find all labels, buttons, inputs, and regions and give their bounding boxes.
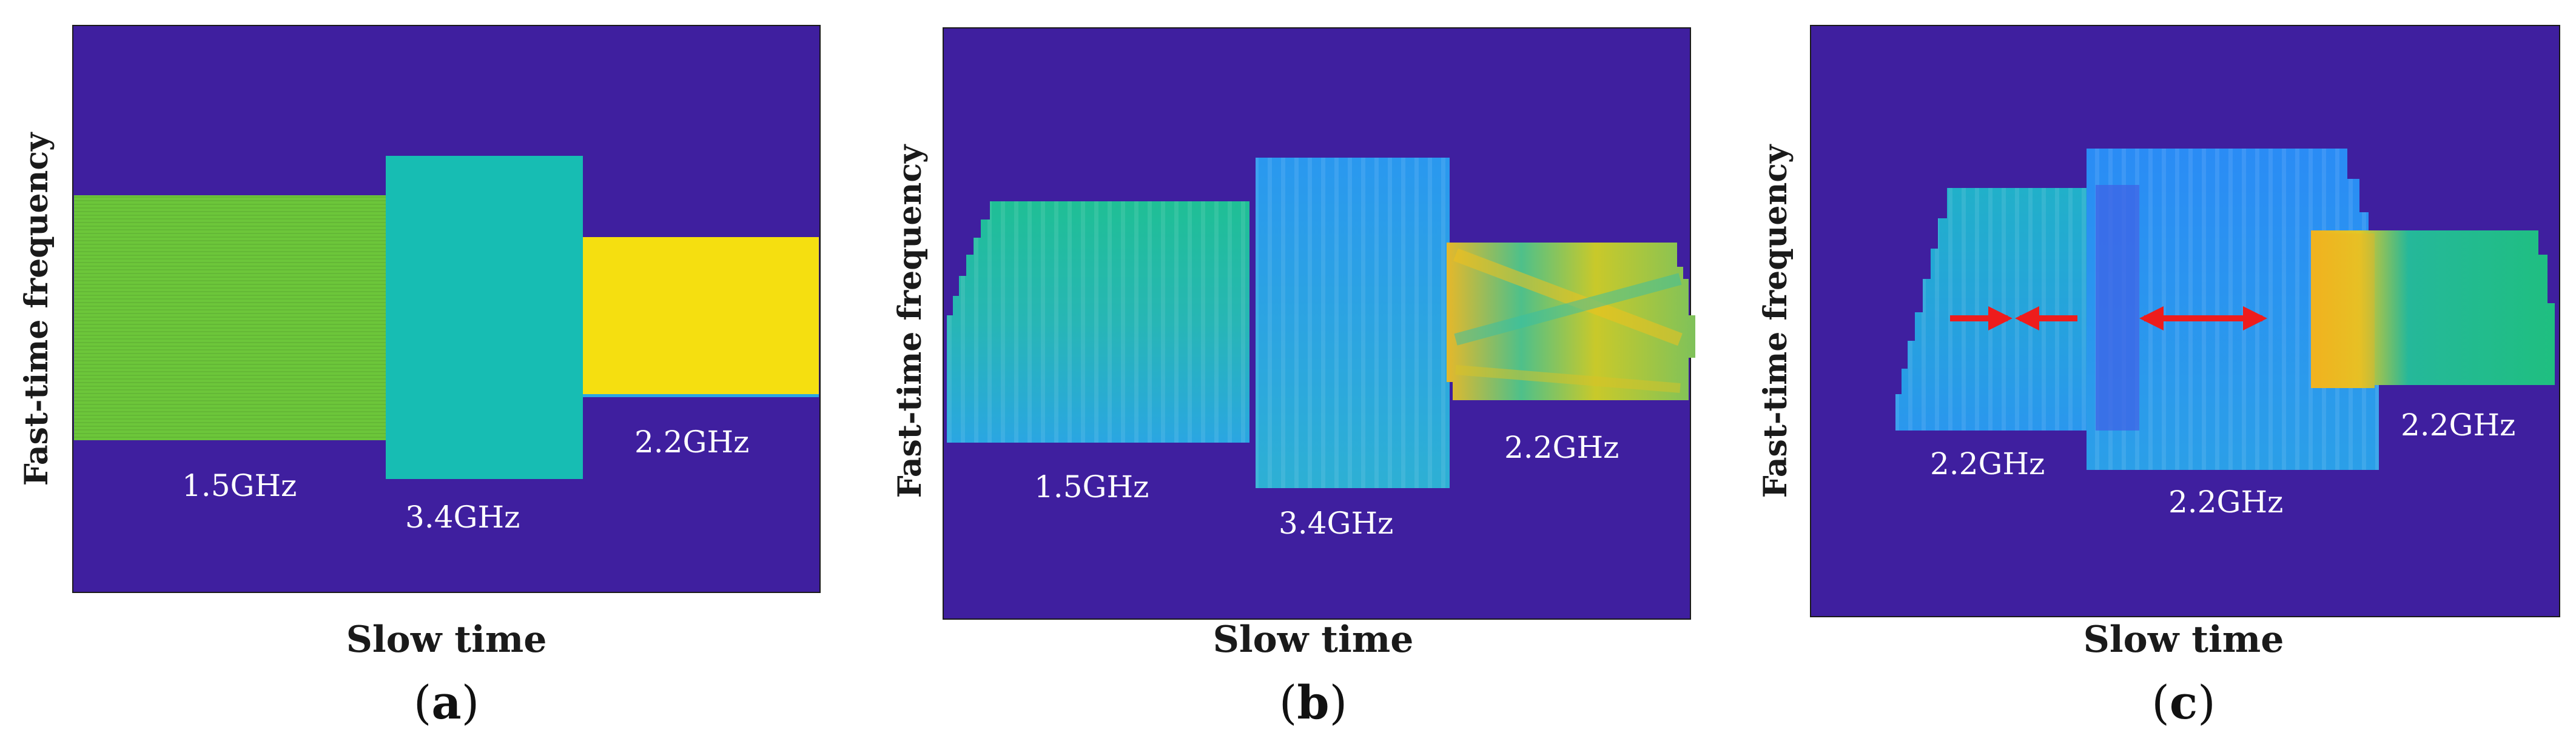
panel-c-caption: (c)	[2151, 675, 2216, 729]
panel-a-band-3-label: 2.2GHz	[634, 424, 749, 460]
panel-c-band-2-label: 2.2GHz	[2168, 484, 2283, 520]
panel-b-y-axis-label: Fast-time frequency	[892, 144, 929, 498]
panel-a-band-1-label: 1.5GHz	[182, 468, 297, 503]
panel-b-band-3	[1447, 243, 1695, 400]
panel-c-band-3-label: 2.2GHz	[2401, 407, 2515, 443]
panel-a-y-axis-label: Fast-time frequency	[18, 132, 55, 486]
panel-b-caption: (b)	[1279, 675, 1347, 729]
panel-c: 2.2GHz 2.2GHz 2.2GHz Slow time Fast-time…	[1757, 25, 2560, 729]
panel-b: 1.5GHz 3.4GHz 2.2GHz Slow time Fast-time…	[892, 27, 1695, 729]
panel-a: 1.5GHz 3.4GHz 2.2GHz Slow time Fast-time…	[18, 25, 821, 729]
panel-b-x-axis-label: Slow time	[1213, 618, 1414, 661]
panel-c-x-axis-label: Slow time	[2083, 618, 2284, 661]
panel-b-band-3-label: 2.2GHz	[1504, 430, 1619, 465]
panel-a-x-axis-label: Slow time	[346, 618, 547, 661]
panel-c-y-axis-label: Fast-time frequency	[1757, 144, 1794, 498]
panel-c-band-1-label: 2.2GHz	[1930, 446, 2045, 481]
panel-a-band-2	[386, 156, 583, 479]
panel-b-band-1-label: 1.5GHz	[1034, 469, 1149, 504]
panel-a-caption: (a)	[414, 675, 480, 729]
panel-c-band-3	[2311, 230, 2555, 388]
panel-b-band-2-label: 3.4GHz	[1279, 506, 1393, 541]
panel-a-band-2-label: 3.4GHz	[405, 500, 520, 535]
panel-a-band-3	[583, 237, 819, 396]
